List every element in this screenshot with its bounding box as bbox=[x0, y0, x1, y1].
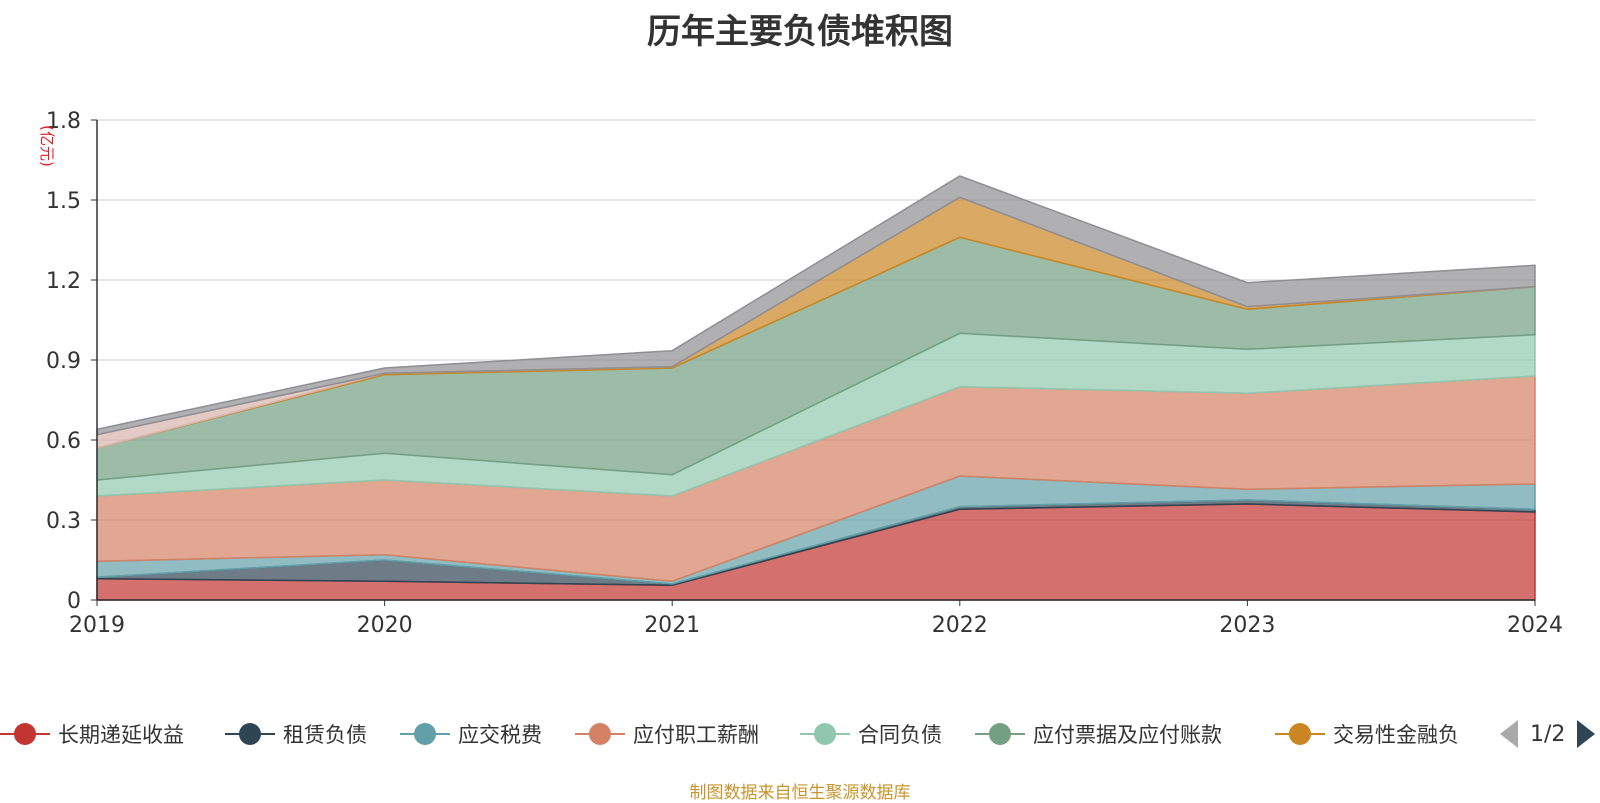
legend-item[interactable]: 租赁负债 bbox=[225, 714, 367, 754]
x-tick-label: 2019 bbox=[69, 613, 125, 638]
legend-swatch-icon bbox=[225, 714, 275, 754]
legend-item[interactable]: 应交税费 bbox=[400, 714, 542, 754]
legend-item[interactable]: 交易性金融负 bbox=[1275, 714, 1459, 754]
legend-swatch-icon bbox=[975, 714, 1025, 754]
pager-text: 1/2 bbox=[1530, 721, 1566, 747]
x-tick-label: 2023 bbox=[1219, 613, 1275, 638]
legend-label: 应付职工薪酬 bbox=[633, 723, 759, 747]
stacked-areas bbox=[96, 175, 1536, 601]
legend-label: 应付票据及应付账款 bbox=[1033, 723, 1222, 747]
y-unit-label: (亿元) bbox=[38, 125, 56, 167]
legend-swatch-icon bbox=[800, 714, 850, 754]
chart-title: 历年主要负债堆积图 bbox=[647, 12, 953, 52]
x-tick-label: 2024 bbox=[1507, 613, 1563, 638]
legend: 长期递延收益 租赁负债 应交税费 应付职工薪酬 合同负债 应付票据及应付账款 交易性金融负 bbox=[0, 714, 1600, 754]
legend-label: 长期递延收益 bbox=[58, 723, 184, 747]
legend-item[interactable]: 应付票据及应付账款 bbox=[975, 714, 1222, 754]
pager-prev-icon[interactable] bbox=[1500, 720, 1518, 748]
x-tick-label: 2021 bbox=[644, 613, 700, 638]
legend-label: 合同负债 bbox=[858, 723, 942, 747]
x-tick-label: 2020 bbox=[357, 613, 413, 638]
legend-label: 应交税费 bbox=[458, 723, 542, 747]
y-tick-label: 0.3 bbox=[46, 509, 81, 534]
y-tick-label: 0.9 bbox=[46, 349, 81, 374]
y-tick-label: 1.2 bbox=[46, 269, 81, 294]
legend-swatch-icon bbox=[0, 714, 50, 754]
legend-item[interactable]: 合同负债 bbox=[800, 714, 942, 754]
axes: 0 0.3 0.6 0.9 1.2 1.5 1.8 2019 2020 2021 2022 2023 2… bbox=[38, 109, 1563, 638]
legend-item[interactable]: 应付职工薪酬 bbox=[575, 714, 759, 754]
y-tick-label: 1.8 bbox=[46, 109, 81, 134]
legend-label: 租赁负债 bbox=[283, 723, 367, 747]
legend-label: 交易性金融负 bbox=[1333, 723, 1459, 747]
y-tick-label: 1.5 bbox=[46, 189, 81, 214]
x-tick-label: 2022 bbox=[932, 613, 988, 638]
source-note: 制图数据来自恒生聚源数据库 bbox=[689, 783, 911, 803]
legend-item[interactable]: 长期递延收益 bbox=[0, 714, 184, 754]
legend-swatch-icon bbox=[575, 714, 625, 754]
legend-swatch-icon bbox=[1275, 714, 1325, 754]
y-tick-label: 0.6 bbox=[46, 429, 81, 454]
area-series-8[interactable] bbox=[96, 175, 1536, 436]
y-tick-label: 0 bbox=[67, 589, 81, 614]
pager-next-icon[interactable] bbox=[1577, 720, 1596, 748]
legend-swatch-icon bbox=[400, 714, 450, 754]
legend-pager: 1/2 bbox=[1500, 714, 1596, 754]
